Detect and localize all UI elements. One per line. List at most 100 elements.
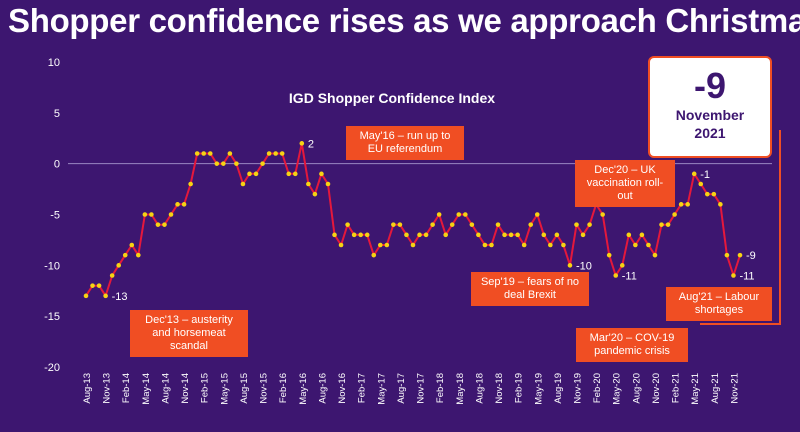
x-tick-label: Aug-14 (160, 373, 171, 404)
x-tick-label: Nov-21 (729, 373, 740, 404)
data-point (129, 242, 135, 248)
data-point (574, 222, 579, 227)
data-point (266, 151, 272, 156)
data-point (489, 242, 494, 248)
data-point (685, 202, 690, 207)
data-label: -9 (746, 250, 756, 262)
x-tick-label: May-21 (690, 373, 701, 405)
data-point (541, 232, 547, 238)
x-tick-label: Aug-19 (553, 373, 564, 404)
data-point (175, 202, 180, 207)
data-point (502, 232, 507, 238)
data-point (122, 252, 128, 258)
data-point (639, 232, 645, 238)
data-point (404, 232, 409, 238)
data-point (430, 222, 435, 227)
data-point (469, 222, 475, 227)
data-label: -11 (622, 271, 637, 283)
data-label: -10 (576, 260, 592, 272)
x-tick-label: Aug-21 (710, 373, 721, 404)
data-point (633, 242, 638, 248)
data-label: -1 (700, 169, 710, 181)
data-point (371, 252, 377, 258)
data-point (567, 263, 573, 268)
data-point (181, 202, 187, 207)
data-point (240, 181, 246, 187)
x-tick-label: Nov-19 (573, 373, 584, 404)
data-point (247, 171, 252, 177)
data-point (561, 242, 566, 248)
x-tick-label: May-15 (219, 373, 230, 405)
data-point (325, 181, 331, 187)
data-point (587, 222, 592, 227)
x-tick-label: May-18 (455, 373, 466, 405)
data-point (221, 161, 226, 166)
data-point (665, 222, 671, 227)
x-tick-label: May-16 (298, 373, 309, 405)
x-tick-label: Aug-18 (474, 373, 485, 404)
data-point (253, 171, 259, 177)
x-tick-label: Aug-17 (396, 373, 407, 404)
x-tick-label: Feb-16 (278, 373, 289, 403)
data-point (319, 171, 324, 177)
data-label: -13 (112, 291, 128, 303)
data-point (737, 252, 743, 258)
data-point (711, 191, 717, 197)
callout-connector-horizontal (700, 323, 780, 325)
x-tick-label: Feb-20 (592, 373, 603, 403)
data-point (90, 283, 95, 288)
data-point (515, 232, 520, 238)
data-point (227, 151, 233, 156)
data-point (116, 263, 121, 268)
data-point (260, 161, 265, 166)
annotation-dec13: Dec'13 – austerity and horsemeat scandal (130, 310, 248, 357)
data-point (724, 252, 730, 258)
data-point (521, 242, 527, 248)
annotation-mar20: Mar'20 – COV-19 pandemic crisis (576, 328, 688, 362)
annotation-dec20: Dec'20 – UK vaccination roll- out (575, 160, 675, 207)
y-tick-label: -10 (44, 260, 60, 272)
x-tick-label: Aug-16 (317, 373, 328, 404)
annotation-may16: May'16 – run up to EU referendum (346, 126, 464, 160)
x-tick-label: Aug-20 (631, 373, 642, 404)
data-point (476, 232, 481, 238)
data-point (149, 212, 154, 217)
data-point (600, 212, 605, 217)
x-tick-label: Nov-16 (337, 373, 348, 404)
y-tick-label: -20 (44, 362, 60, 374)
data-point (436, 212, 442, 217)
data-point (619, 263, 625, 268)
data-point (463, 212, 468, 217)
data-point (705, 191, 710, 197)
x-tick-label: Feb-21 (671, 373, 682, 403)
data-point (652, 252, 658, 258)
data-label: -11 (739, 271, 754, 283)
data-point (731, 273, 736, 278)
x-tick-label: May-17 (376, 373, 387, 405)
data-point (194, 151, 200, 156)
data-point (554, 232, 560, 238)
data-point (286, 171, 292, 177)
x-tick-label: Feb-15 (200, 373, 211, 403)
callout-month: November (675, 107, 745, 123)
data-point (96, 283, 102, 288)
data-point (456, 212, 462, 217)
y-tick-label: 5 (54, 108, 60, 120)
y-tick-label: 0 (54, 159, 60, 171)
y-tick-label: -15 (44, 311, 60, 323)
data-point (378, 242, 383, 248)
data-point (188, 181, 193, 187)
data-point (613, 273, 619, 278)
data-point (417, 232, 422, 238)
data-point (168, 212, 174, 217)
data-point (292, 171, 298, 177)
data-point (214, 161, 220, 166)
x-tick-label: May-14 (141, 373, 152, 405)
data-point (338, 242, 344, 248)
data-point (672, 212, 677, 217)
data-point (306, 181, 311, 187)
y-tick-label: 10 (48, 57, 60, 69)
x-tick-label: Feb-18 (435, 373, 446, 403)
data-label: 2 (308, 138, 314, 150)
